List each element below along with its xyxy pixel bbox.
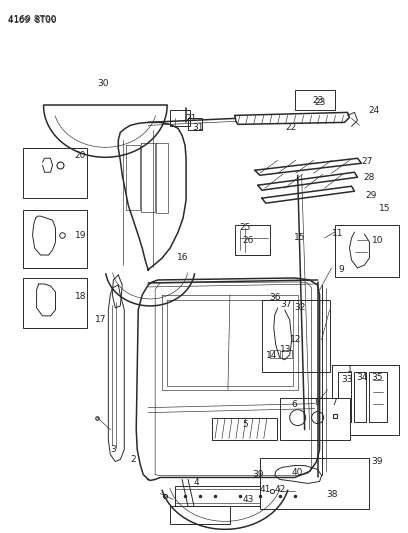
Text: 17: 17 xyxy=(95,316,106,325)
Bar xyxy=(355,372,366,422)
Bar xyxy=(282,350,292,358)
Text: 31: 31 xyxy=(192,123,204,132)
Text: 21: 21 xyxy=(185,114,197,123)
Text: 3: 3 xyxy=(111,445,116,454)
Bar xyxy=(188,118,202,131)
Text: 38: 38 xyxy=(326,490,337,499)
Text: 18: 18 xyxy=(75,293,86,302)
Bar xyxy=(332,365,399,434)
Text: 16: 16 xyxy=(177,253,189,262)
Text: 35: 35 xyxy=(372,373,383,382)
Text: 23: 23 xyxy=(312,96,323,105)
Bar xyxy=(270,350,280,358)
Text: 24: 24 xyxy=(369,106,380,115)
Text: 13: 13 xyxy=(280,345,291,354)
Text: 14: 14 xyxy=(266,351,277,360)
Text: 12: 12 xyxy=(290,335,302,344)
Text: 41: 41 xyxy=(259,485,271,494)
Text: 4169 8T00: 4169 8T00 xyxy=(8,15,56,25)
Bar xyxy=(212,417,277,440)
Bar xyxy=(22,278,87,328)
Text: 4169 8T00: 4169 8T00 xyxy=(8,15,56,23)
Text: 9: 9 xyxy=(339,265,344,274)
Text: 8: 8 xyxy=(315,398,321,407)
Text: 39: 39 xyxy=(372,457,383,466)
Bar xyxy=(22,148,87,198)
Text: 29: 29 xyxy=(366,191,377,200)
Text: 40: 40 xyxy=(292,468,304,477)
Bar xyxy=(295,91,335,110)
Text: 39: 39 xyxy=(252,470,264,479)
Text: 34: 34 xyxy=(357,373,368,382)
Text: 19: 19 xyxy=(75,231,86,239)
Text: 37: 37 xyxy=(280,301,291,309)
Text: 6: 6 xyxy=(292,400,297,409)
Text: 32: 32 xyxy=(294,303,305,312)
Bar xyxy=(170,110,190,126)
Text: 27: 27 xyxy=(362,157,373,166)
Text: 23: 23 xyxy=(314,98,325,107)
Text: 15: 15 xyxy=(379,204,390,213)
Text: 1: 1 xyxy=(347,365,353,374)
Text: 25: 25 xyxy=(239,223,251,232)
Text: 11: 11 xyxy=(332,229,343,238)
Bar xyxy=(235,225,270,255)
Text: 7: 7 xyxy=(332,398,337,407)
Text: 33: 33 xyxy=(342,375,353,384)
Text: 43: 43 xyxy=(242,495,253,504)
Bar xyxy=(280,398,350,440)
Text: 20: 20 xyxy=(75,151,86,160)
Text: 10: 10 xyxy=(372,236,383,245)
Bar xyxy=(175,487,305,506)
Text: 15: 15 xyxy=(294,232,306,241)
Bar xyxy=(175,489,305,503)
Text: 22: 22 xyxy=(285,123,296,132)
Bar xyxy=(337,372,352,422)
Text: 26: 26 xyxy=(242,236,253,245)
Text: 36: 36 xyxy=(269,294,281,302)
Text: 4: 4 xyxy=(193,478,199,487)
Text: 42: 42 xyxy=(274,485,285,494)
Text: 30: 30 xyxy=(98,79,109,88)
Text: 28: 28 xyxy=(364,173,375,182)
Bar xyxy=(262,300,330,372)
Bar xyxy=(170,506,230,524)
Bar xyxy=(369,372,387,422)
Bar xyxy=(22,210,87,268)
Bar xyxy=(335,225,399,277)
Text: 5: 5 xyxy=(242,420,248,429)
Text: 2: 2 xyxy=(131,455,136,464)
Bar xyxy=(260,457,369,510)
